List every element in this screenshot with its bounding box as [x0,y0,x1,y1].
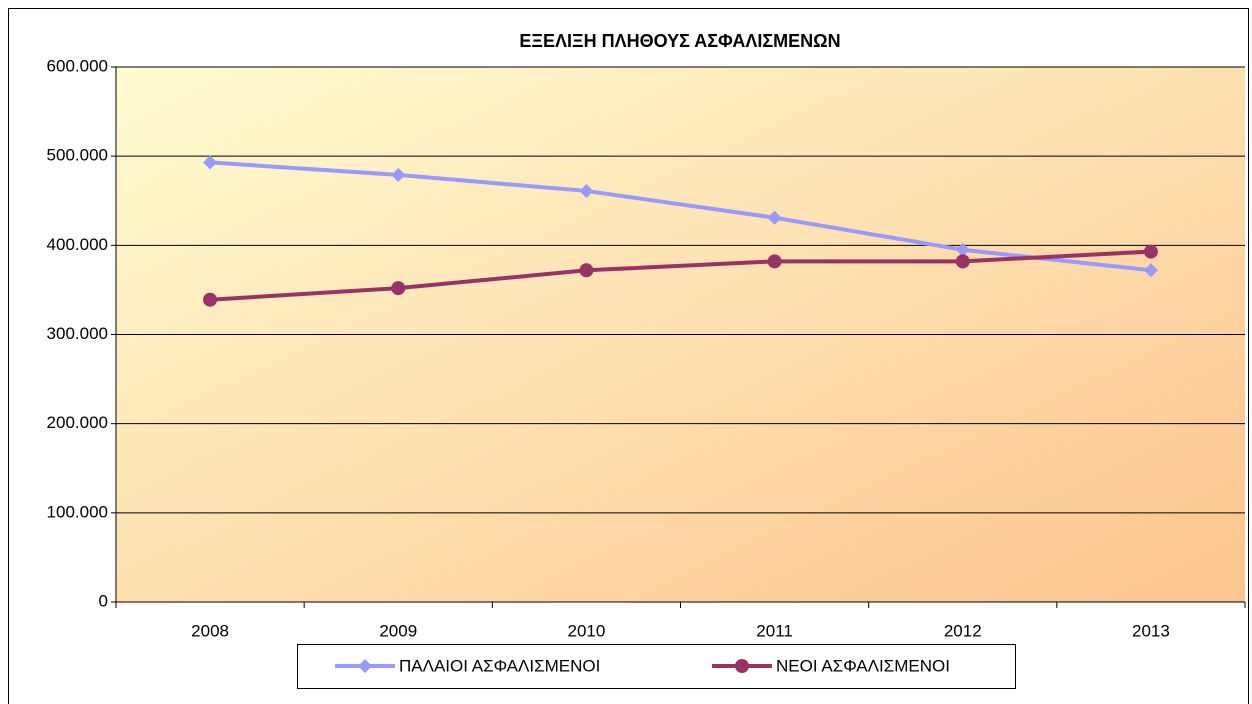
series-line [209,160,1152,273]
marker [203,155,218,170]
series-line [209,249,1152,302]
legend-label: ΝΕΟΙ ΑΣΦΑΛΙΣΜΕΝΟΙ [776,656,950,675]
x-tick-label: 2011 [756,621,793,640]
marker [1143,244,1158,259]
marker [391,167,406,182]
x-tick-label: 2008 [191,621,229,640]
marker [767,254,782,269]
legend-label: ΠΑΛΑΙΟΙ ΑΣΦΑΛΙΣΜΕΝΟΙ [399,656,600,675]
chart-title: ΕΞΕΛΙΞΗ ΠΛΗΘΟΥΣ ΑΣΦΑΛΙΣΜΕΝΩΝ [519,31,840,51]
x-tick-label: 2012 [944,621,982,640]
y-tick-label: 500.000 [47,146,108,165]
y-tick-label: 0 [99,591,108,610]
marker [767,210,782,225]
marker [955,254,970,269]
y-tick-label: 300.000 [47,324,108,343]
marker [579,263,594,278]
y-tick-label: 600.000 [47,56,108,75]
marker [391,281,406,296]
y-tick-label: 200.000 [47,413,108,432]
x-tick-label: 2013 [1132,621,1170,640]
y-tick-label: 100.000 [47,502,108,521]
marker [579,183,594,198]
marker [735,659,749,673]
marker [1143,263,1158,278]
legend [297,644,1016,689]
x-tick-label: 2009 [379,621,417,640]
marker [955,242,970,257]
marker [358,659,372,673]
y-tick-label: 400.000 [47,235,108,254]
x-tick-label: 2010 [568,621,606,640]
marker [203,292,218,307]
